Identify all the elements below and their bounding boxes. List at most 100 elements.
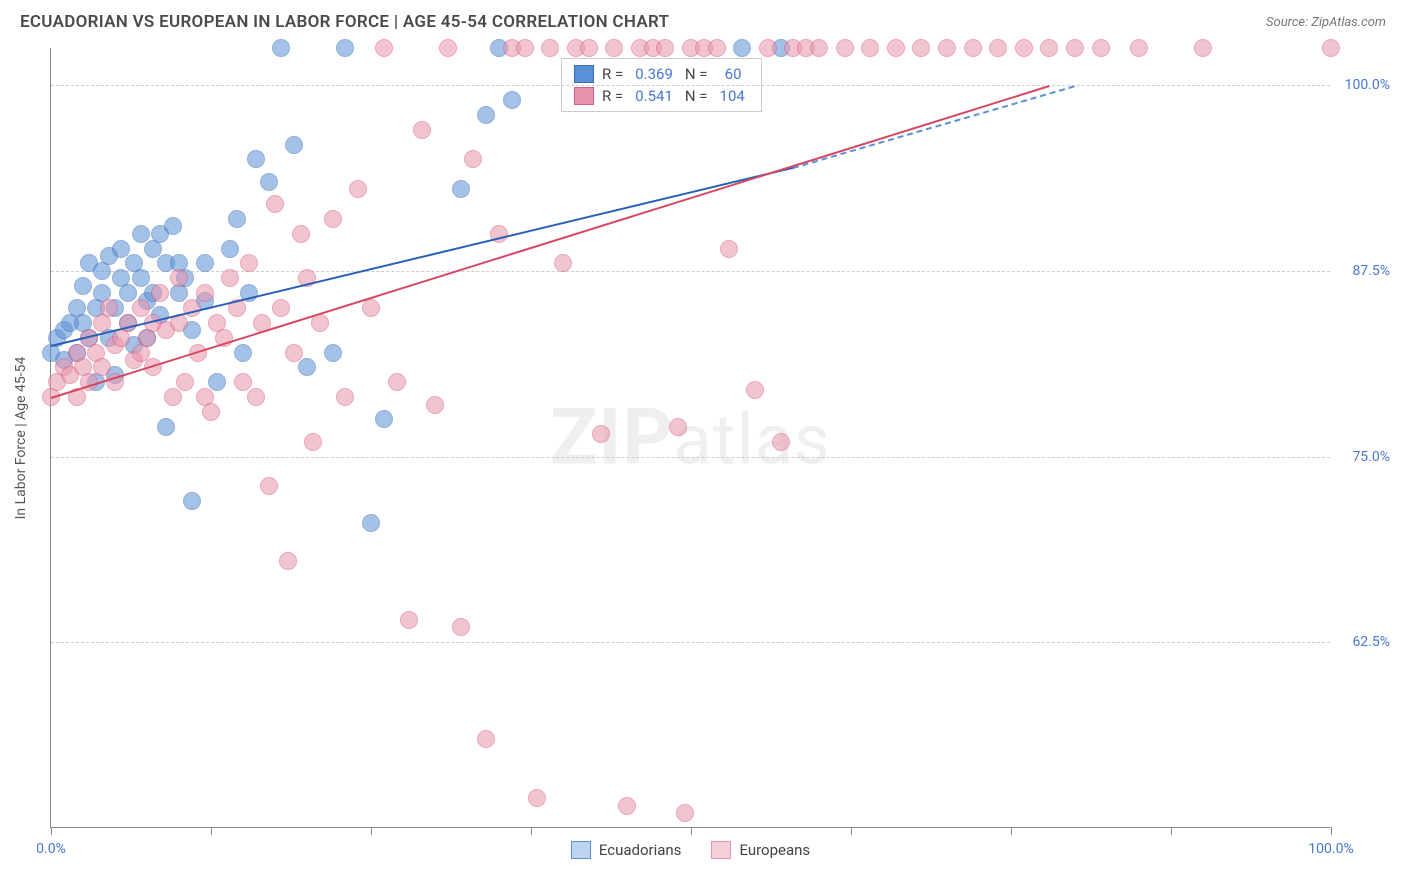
scatter-point (656, 39, 674, 57)
scatter-point (285, 136, 303, 154)
scatter-point (1040, 39, 1058, 57)
scatter-point (989, 39, 1007, 57)
scatter-point (669, 418, 687, 436)
chart-source: Source: ZipAtlas.com (1266, 15, 1386, 30)
scatter-point (93, 358, 111, 376)
legend-swatch-ecuadorians (571, 841, 591, 859)
scatter-point (528, 789, 546, 807)
legend-swatch-europeans (711, 841, 731, 859)
scatter-point (119, 284, 137, 302)
chart-container: In Labor Force | Age 45-54 ZIPatlas R = … (50, 48, 1370, 828)
scatter-point (196, 284, 214, 302)
scatter-point (260, 173, 278, 191)
scatter-point (1066, 39, 1084, 57)
scatter-point (720, 240, 738, 258)
scatter-point (580, 39, 598, 57)
scatter-point (964, 39, 982, 57)
scatter-point (132, 299, 150, 317)
scatter-point (272, 299, 290, 317)
scatter-point (164, 217, 182, 235)
scatter-point (746, 381, 764, 399)
gridline (51, 457, 1330, 458)
gridline (51, 85, 1330, 86)
scatter-point (292, 225, 310, 243)
stats-row-ecuadorians: R = 0.369 N = 60 (562, 63, 761, 85)
scatter-point (132, 225, 150, 243)
scatter-point (285, 344, 303, 362)
legend-item-europeans: Europeans (711, 841, 810, 859)
scatter-point (605, 39, 623, 57)
scatter-point (618, 797, 636, 815)
scatter-point (554, 254, 572, 272)
scatter-point (375, 410, 393, 428)
scatter-point (708, 39, 726, 57)
scatter-point (400, 611, 418, 629)
scatter-point (912, 39, 930, 57)
scatter-point (938, 39, 956, 57)
scatter-point (279, 552, 297, 570)
scatter-point (413, 121, 431, 139)
gridline (51, 642, 1330, 643)
scatter-point (464, 150, 482, 168)
scatter-point (503, 91, 521, 109)
scatter-point (388, 373, 406, 391)
scatter-point (1130, 39, 1148, 57)
swatch-europeans (574, 87, 594, 105)
scatter-point (234, 344, 252, 362)
y-axis-label: In Labor Force | Age 45-54 (13, 356, 29, 519)
y-tick-label: 87.5% (1335, 263, 1390, 279)
scatter-point (516, 39, 534, 57)
x-tick (691, 827, 692, 835)
scatter-point (676, 804, 694, 822)
scatter-point (208, 373, 226, 391)
scatter-point (151, 284, 169, 302)
scatter-point (772, 433, 790, 451)
scatter-point (272, 39, 290, 57)
scatter-point (221, 240, 239, 258)
scatter-point (759, 39, 777, 57)
y-tick-label: 75.0% (1335, 449, 1390, 465)
scatter-point (170, 269, 188, 287)
scatter-point (100, 299, 118, 317)
scatter-point (477, 730, 495, 748)
scatter-point (452, 180, 470, 198)
x-tick-label: 100.0% (1308, 841, 1353, 857)
scatter-point (304, 433, 322, 451)
x-tick (1331, 827, 1332, 835)
scatter-point (74, 277, 92, 295)
scatter-point (298, 358, 316, 376)
scatter-point (324, 210, 342, 228)
scatter-point (221, 269, 239, 287)
scatter-point (228, 210, 246, 228)
series-legend: Ecuadorians Europeans (51, 841, 1330, 859)
regression-line (793, 85, 1075, 169)
scatter-point (362, 514, 380, 532)
scatter-point (247, 388, 265, 406)
legend-item-ecuadorians: Ecuadorians (571, 841, 682, 859)
x-tick-label: 0.0% (36, 841, 66, 857)
scatter-point (1092, 39, 1110, 57)
scatter-point (349, 180, 367, 198)
scatter-point (592, 425, 610, 443)
scatter-point (183, 492, 201, 510)
scatter-point (336, 388, 354, 406)
chart-header: ECUADORIAN VS EUROPEAN IN LABOR FORCE | … (0, 0, 1406, 40)
scatter-point (836, 39, 854, 57)
scatter-point (1015, 39, 1033, 57)
scatter-point (196, 254, 214, 272)
x-tick (1171, 827, 1172, 835)
scatter-point (426, 396, 444, 414)
scatter-point (260, 477, 278, 495)
scatter-point (439, 39, 457, 57)
x-tick (371, 827, 372, 835)
scatter-point (266, 195, 284, 213)
x-tick (211, 827, 212, 835)
y-tick-label: 62.5% (1335, 634, 1390, 650)
scatter-point (887, 39, 905, 57)
scatter-point (202, 403, 220, 421)
scatter-point (112, 240, 130, 258)
x-tick (51, 827, 52, 835)
scatter-point (1322, 39, 1340, 57)
scatter-point (362, 299, 380, 317)
x-tick (1011, 827, 1012, 835)
